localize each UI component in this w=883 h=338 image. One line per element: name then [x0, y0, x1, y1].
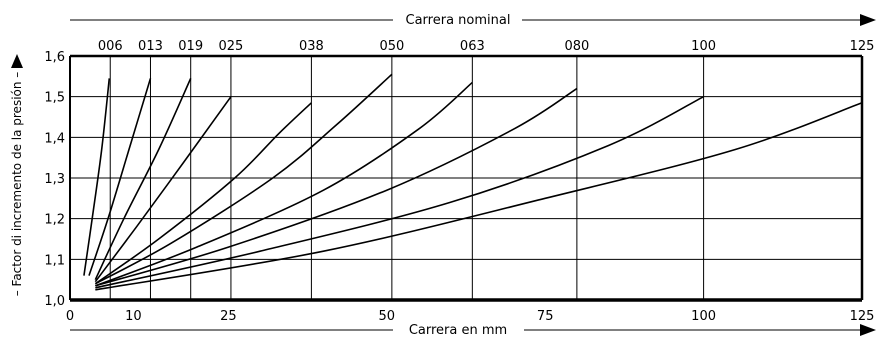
- top-tick-label: 025: [219, 39, 244, 54]
- y-tick-label: 1,4: [44, 131, 65, 146]
- top-tick-label: 013: [138, 39, 163, 54]
- y-tick-label: 1,2: [44, 213, 65, 228]
- series-line-006: [83, 78, 111, 276]
- top-tick-label: 006: [98, 39, 123, 54]
- y-tick-label: 1,3: [44, 172, 65, 187]
- x-tick-label: 100: [691, 309, 716, 324]
- y-tick-label: 1,5: [44, 91, 65, 106]
- top-axis-title: Carrera nominal: [406, 13, 511, 28]
- y-axis-arrow-head: [11, 54, 23, 68]
- top-tick-label: 125: [850, 39, 875, 54]
- series-line-080: [95, 87, 578, 287]
- top-tick-label: 019: [178, 39, 203, 54]
- plot-area: 1,0 1,1 1,2 1,3 1,4 1,5 1,6 0 10 25 50 75 100 125 006 0…: [44, 39, 874, 324]
- y-tick-label: 1,1: [44, 253, 65, 268]
- x-axis-arrow-head: [860, 324, 876, 336]
- y-axis-title-group: – Factor di incremento de la presión –: [10, 54, 24, 296]
- top-tick-label: 038: [299, 39, 324, 54]
- series-line-038: [94, 102, 312, 285]
- top-axis-arrow-head: [860, 14, 876, 26]
- series-line-050: [94, 73, 393, 285]
- x-tick-label: 50: [379, 309, 396, 324]
- top-tick-label: 080: [564, 39, 589, 54]
- x-tick-label: 10: [125, 309, 142, 324]
- series-line-063: [95, 81, 473, 287]
- x-axis-title-group: Carrera en mm: [70, 323, 876, 338]
- x-tick-label: 25: [220, 309, 237, 324]
- y-tick-label: 1,6: [44, 50, 65, 65]
- y-axis-title: – Factor di incremento de la presión –: [10, 72, 24, 297]
- series-line-100: [95, 95, 704, 289]
- top-tick-label: 100: [691, 39, 716, 54]
- series-line-125: [95, 102, 863, 291]
- top-tick-label: 063: [460, 39, 485, 54]
- series-line-019: [94, 78, 192, 281]
- top-axis-title-group: Carrera nominal: [70, 13, 876, 28]
- x-tick-label: 125: [850, 309, 875, 324]
- series-line-013: [88, 78, 152, 276]
- x-axis-title: Carrera en mm: [409, 323, 507, 338]
- series-line-025: [94, 96, 232, 283]
- x-tick-label: 0: [66, 309, 74, 324]
- top-tick-label: 050: [379, 39, 404, 54]
- y-tick-label: 1,0: [44, 294, 65, 309]
- x-tick-label: 75: [537, 309, 554, 324]
